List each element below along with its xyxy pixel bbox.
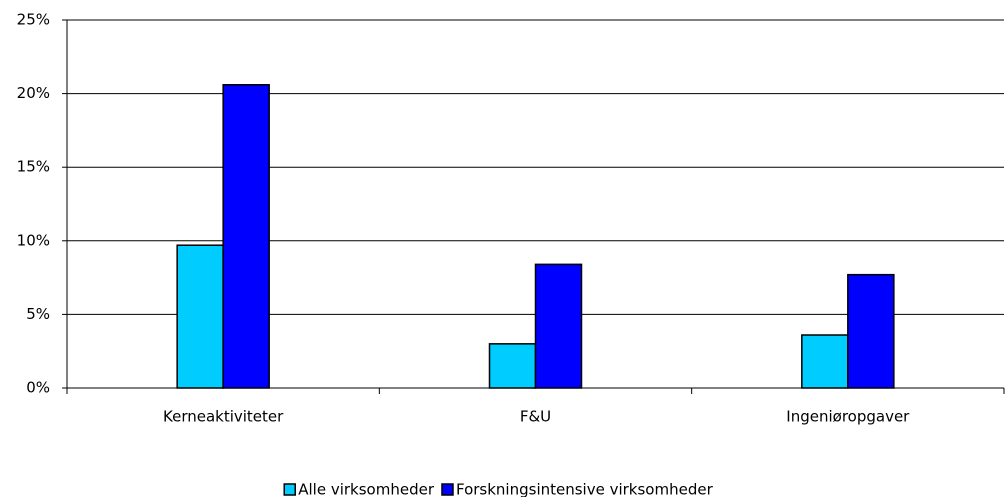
y-tick-label: 20% [17, 84, 50, 102]
x-tick-label: F&U [520, 408, 551, 426]
bar [176, 244, 224, 389]
y-tick-label: 25% [17, 11, 50, 29]
bar [534, 263, 583, 389]
y-tick-label: 10% [17, 231, 50, 249]
y-tick-label: 15% [17, 158, 50, 176]
legend-label: Alle virksomheder [298, 481, 435, 497]
x-tick-label: Ingeniøropgaver [786, 408, 910, 426]
y-tick-label: 0% [26, 379, 50, 397]
bar [801, 334, 849, 389]
legend-swatch [441, 483, 454, 496]
bar [847, 273, 895, 389]
legend-label: Forskningsintensive virksomheder [456, 481, 714, 497]
x-tick-label: Kerneaktiviteter [163, 408, 284, 426]
y-tick-label: 5% [26, 305, 50, 323]
bar [222, 84, 270, 389]
bar [488, 343, 537, 389]
legend-swatch [283, 483, 296, 496]
